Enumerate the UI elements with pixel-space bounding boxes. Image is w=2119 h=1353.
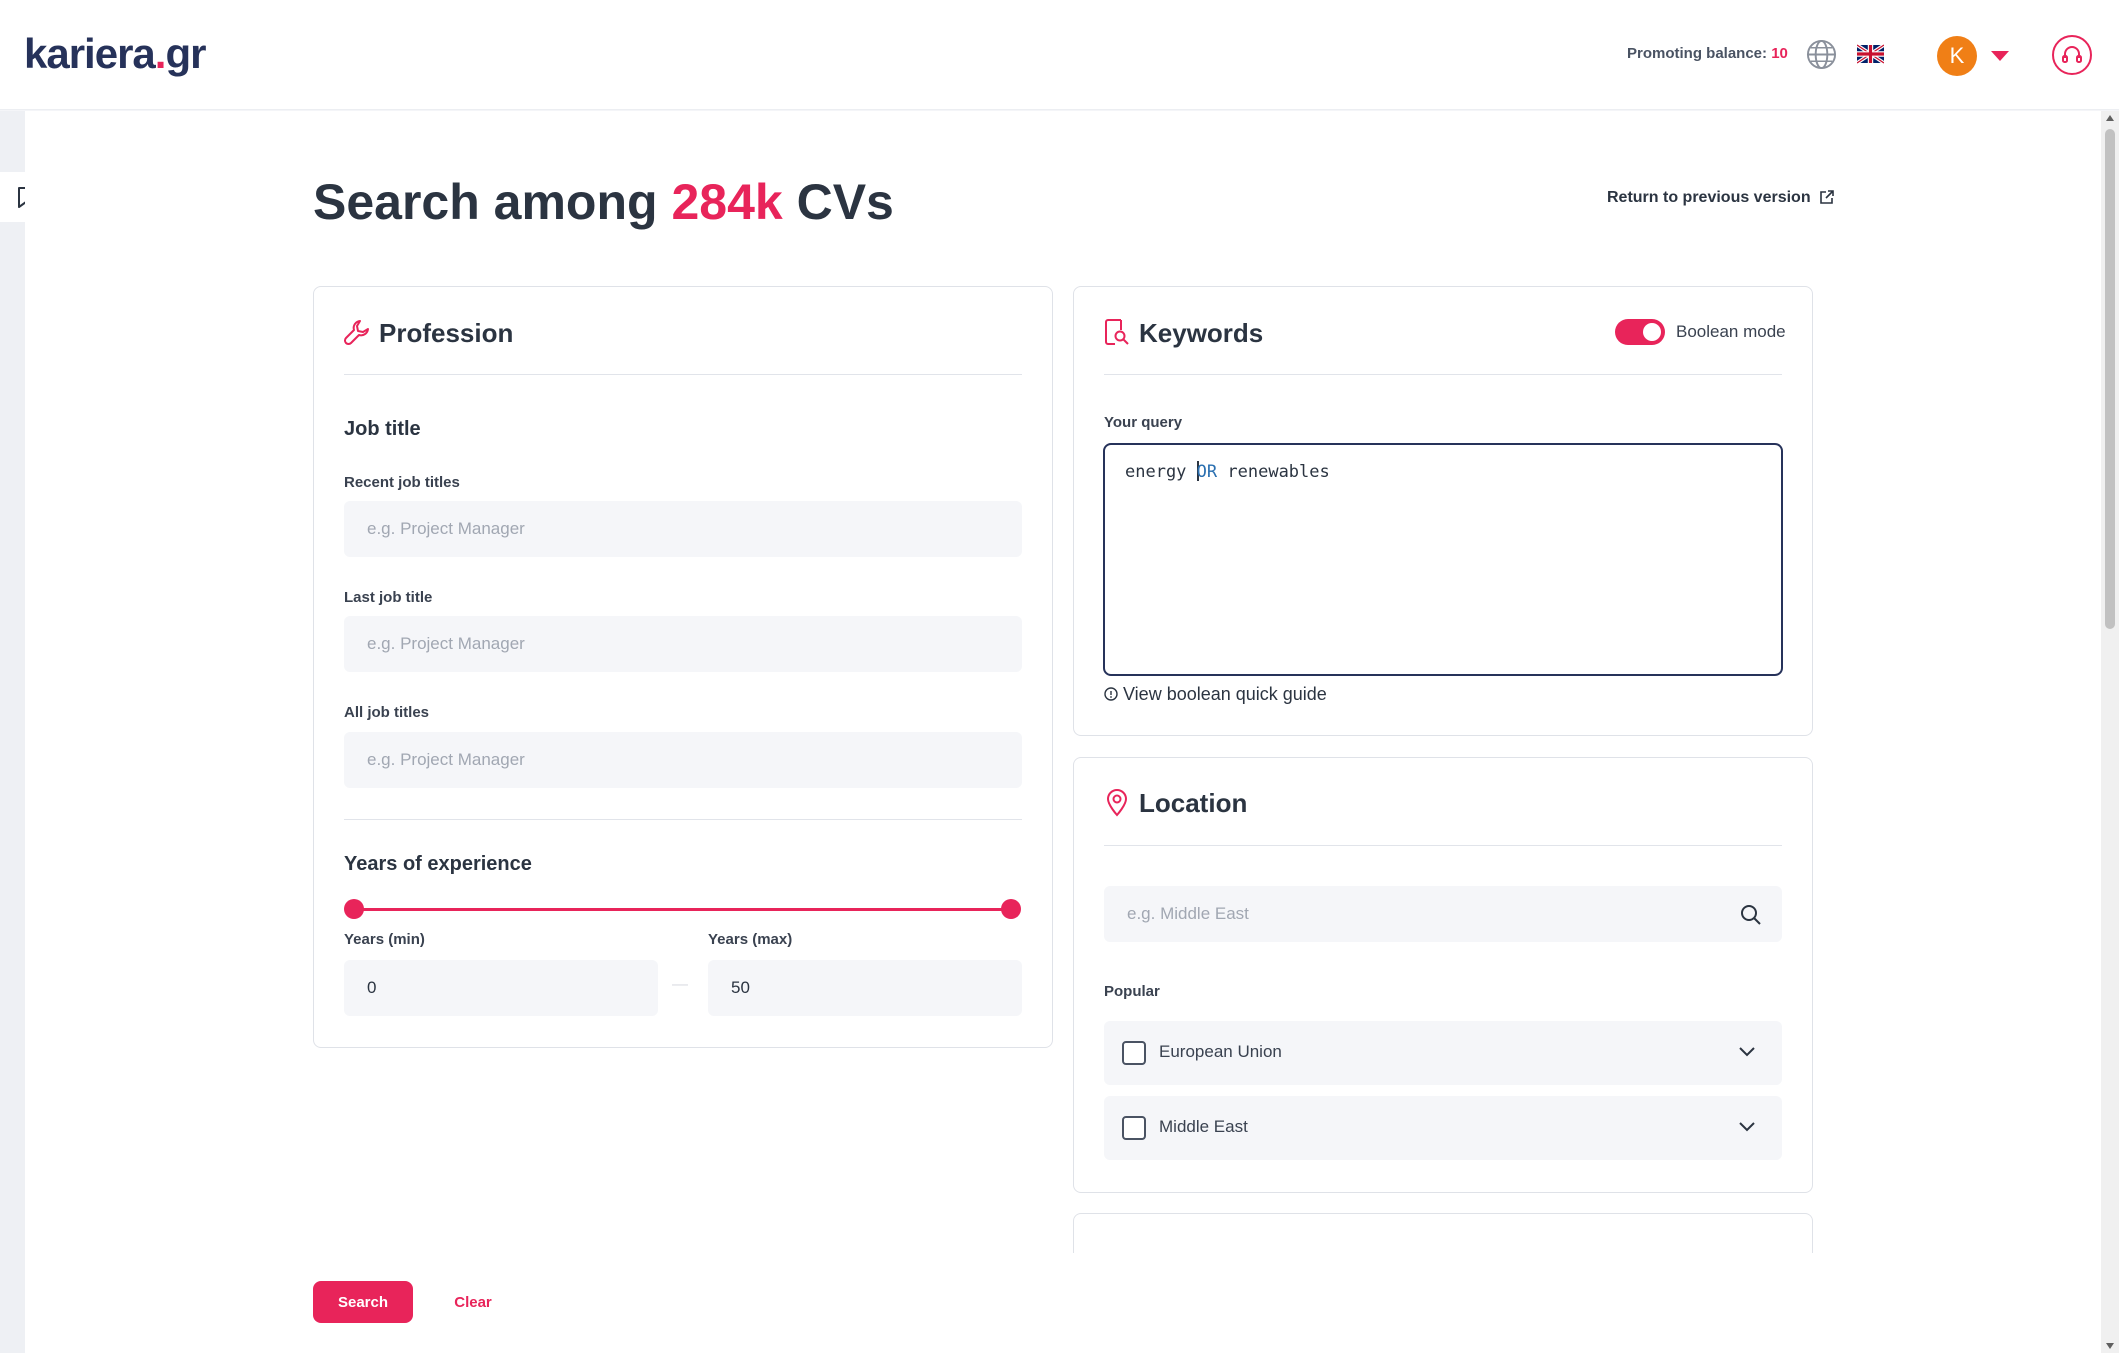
- scroll-up-arrow[interactable]: [2106, 115, 2114, 121]
- scroll-thumb[interactable]: [2105, 129, 2115, 629]
- location-item-middle-east[interactable]: Middle East: [1104, 1096, 1782, 1160]
- keywords-title: Keywords: [1139, 318, 1264, 348]
- your-query-label: Your query: [1104, 414, 1183, 431]
- divider: [344, 819, 1022, 820]
- wrench-icon: [343, 320, 369, 346]
- location-pin-icon: [1106, 789, 1128, 817]
- promoting-balance: Promoting balance: 10: [1627, 45, 1788, 62]
- page-scrollbar[interactable]: [2101, 111, 2119, 1353]
- years-of-experience-heading: Years of experience: [344, 853, 532, 875]
- years-min-input[interactable]: [344, 960, 658, 1016]
- location-search-input[interactable]: [1104, 886, 1782, 942]
- support-button[interactable]: [2052, 35, 2092, 75]
- chevron-down-icon[interactable]: [1738, 1121, 1756, 1133]
- divider: [1104, 374, 1782, 375]
- last-job-title-label: Last job title: [344, 589, 433, 606]
- search-button[interactable]: Search: [313, 1281, 413, 1323]
- boolean-guide-link[interactable]: View boolean quick guide: [1104, 684, 1327, 705]
- query-textarea[interactable]: energy OR renewables: [1103, 443, 1783, 676]
- scroll-down-arrow[interactable]: [2106, 1343, 2114, 1349]
- kariera-logo[interactable]: kariera.gr: [24, 30, 206, 77]
- boolean-mode-label: Boolean mode: [1676, 322, 1786, 341]
- balance-value: 10: [1771, 45, 1788, 62]
- left-rail: [0, 111, 25, 1353]
- years-max-input[interactable]: [708, 960, 1022, 1016]
- job-title-heading: Job title: [344, 418, 421, 440]
- avatar[interactable]: K: [1937, 36, 1977, 76]
- globe-icon[interactable]: [1806, 39, 1837, 70]
- location-item-label: European Union: [1159, 1042, 1282, 1061]
- location-item-european-union[interactable]: European Union: [1104, 1021, 1782, 1085]
- uk-flag-icon[interactable]: [1857, 44, 1884, 64]
- location-item-label: Middle East: [1159, 1117, 1248, 1136]
- query-text: energy OR renewables: [1125, 461, 1330, 482]
- divider: [344, 374, 1022, 375]
- chevron-down-icon[interactable]: [1991, 51, 2009, 61]
- experience-slider-min-handle[interactable]: [344, 899, 364, 919]
- user-menu[interactable]: K: [1930, 30, 2020, 80]
- location-title: Location: [1139, 788, 1248, 818]
- recent-job-titles-label: Recent job titles: [344, 474, 460, 491]
- experience-slider-max-handle[interactable]: [1001, 899, 1021, 919]
- balance-label: Promoting balance:: [1627, 45, 1768, 62]
- european-union-checkbox[interactable]: [1122, 1041, 1146, 1065]
- years-max-label: Years (max): [708, 931, 793, 948]
- divider: [1104, 845, 1782, 846]
- profession-title: Profession: [379, 318, 514, 348]
- next-filter-card: [1073, 1213, 1813, 1253]
- chevron-down-icon[interactable]: [1738, 1046, 1756, 1058]
- clear-button[interactable]: Clear: [440, 1281, 506, 1323]
- range-separator: —: [672, 976, 688, 993]
- last-job-title-input[interactable]: [344, 616, 1022, 672]
- search-icon[interactable]: [1740, 904, 1762, 926]
- text-cursor: [1196, 461, 1199, 481]
- experience-slider-track[interactable]: [354, 908, 1012, 911]
- middle-east-checkbox[interactable]: [1122, 1116, 1146, 1140]
- popular-label: Popular: [1104, 983, 1160, 1000]
- page-title: Search among 284k CVs: [313, 174, 894, 230]
- boolean-mode-toggle[interactable]: [1615, 319, 1665, 345]
- top-header: kariera.gr Promoting balance: 10 K: [0, 0, 2119, 110]
- all-job-titles-input[interactable]: [344, 732, 1022, 788]
- toggle-knob: [1643, 323, 1661, 341]
- info-icon: [1104, 687, 1118, 701]
- recent-job-titles-input[interactable]: [344, 501, 1022, 557]
- return-previous-version-link[interactable]: Return to previous version: [1607, 189, 1835, 207]
- document-search-icon: [1105, 319, 1129, 345]
- all-job-titles-label: All job titles: [344, 704, 430, 721]
- headset-icon: [2062, 46, 2082, 63]
- external-link-icon: [1820, 190, 1834, 204]
- years-min-label: Years (min): [344, 931, 425, 948]
